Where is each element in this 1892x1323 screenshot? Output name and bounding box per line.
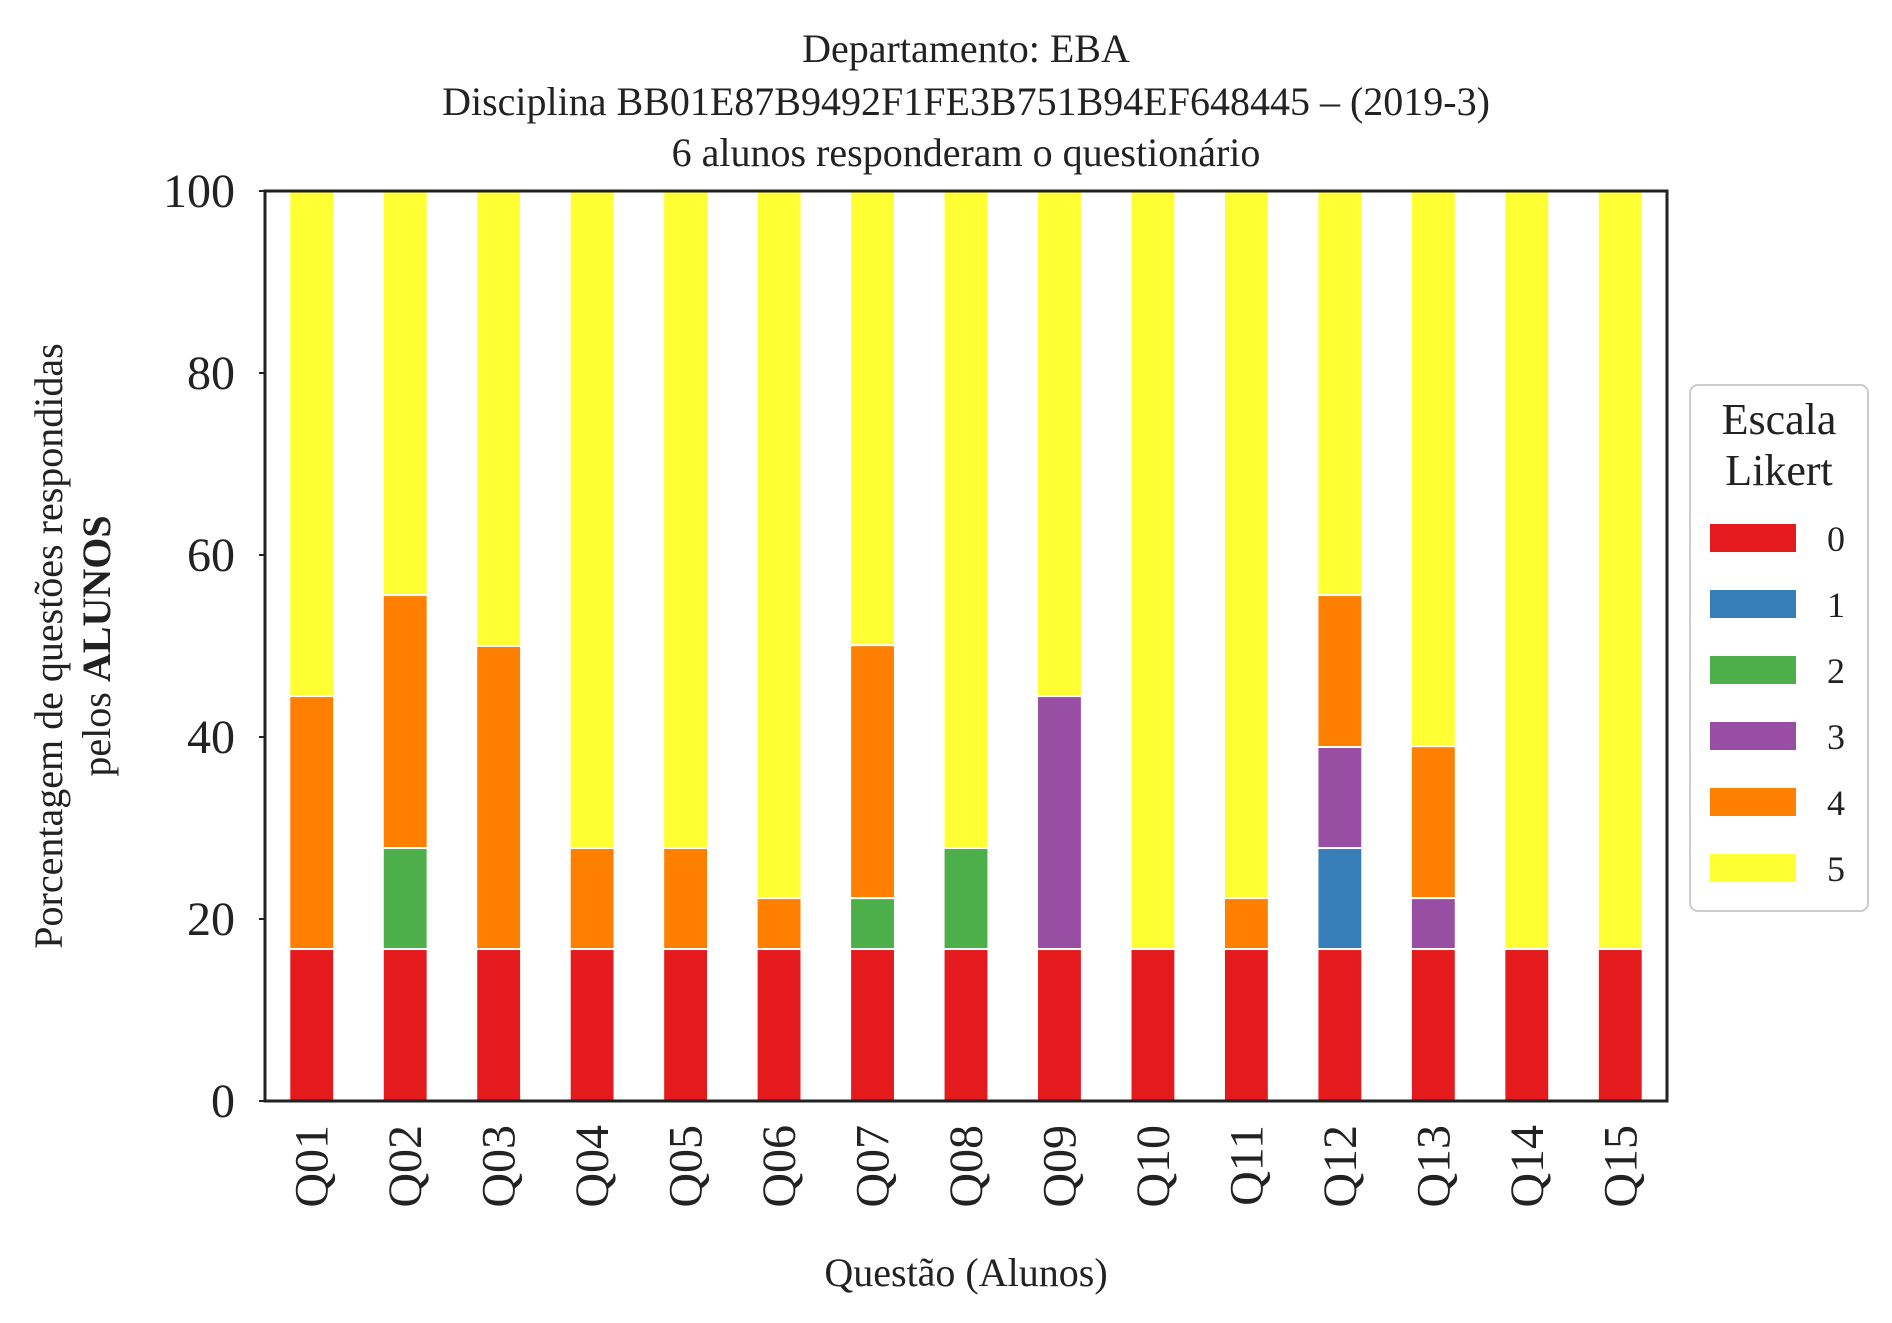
bar-q11-likert-5: [1222, 189, 1270, 900]
bar-q15-likert-0: [1596, 948, 1644, 1103]
bar-q05-likert-4: [662, 847, 710, 951]
bar-q03-likert-5: [475, 190, 523, 647]
y-tick-label: 20: [187, 893, 235, 946]
x-tick-label-q09: Q09: [1033, 1125, 1086, 1208]
bar-q02-likert-0: [381, 948, 429, 1103]
bar-q07-likert-2: [849, 897, 896, 951]
legend-label-2: 2: [1827, 651, 1845, 691]
bar-q06-likert-5: [755, 189, 803, 900]
y-tick-label: 80: [187, 347, 235, 400]
x-tick-label-q06: Q06: [753, 1125, 806, 1208]
legend-swatch-2: [1710, 656, 1796, 684]
y-tick-label: 100: [163, 165, 235, 218]
bar-q11-likert-4: [1222, 897, 1270, 951]
bar-q02-likert-2: [381, 847, 429, 951]
legend-items: 0 1 2 3 4 5: [1710, 519, 1845, 889]
legend-label-4: 4: [1827, 783, 1845, 823]
legend-title-line-1: Escala: [1722, 395, 1837, 444]
legend-swatch-5: [1710, 854, 1796, 882]
bar-q12-likert-5: [1316, 190, 1364, 597]
x-tick-label-q11: Q11: [1220, 1125, 1273, 1206]
bar-q08-likert-0: [942, 948, 990, 1103]
bar-q03-likert-0: [475, 948, 523, 1103]
legend-swatch-4: [1710, 788, 1796, 816]
bar-q14-likert-0: [1503, 948, 1551, 1103]
bar-q04-likert-0: [568, 948, 616, 1103]
bar-q04-likert-4: [568, 847, 616, 951]
legend-label-1: 1: [1827, 585, 1845, 625]
bar-q07-likert-0: [849, 948, 896, 1103]
x-axis-label: Questão (Alunos): [824, 1250, 1107, 1295]
x-tick-label-q05: Q05: [660, 1125, 713, 1208]
y-axis-label-prefix: pelos: [74, 682, 119, 776]
y-axis-label-line-2: pelos ALUNOS: [74, 515, 119, 776]
bar-q07-likert-5: [849, 189, 896, 647]
bar-q04-likert-5: [568, 190, 616, 850]
legend: Escala Likert 0 1 2 3 4 5: [1689, 384, 1869, 912]
bar-q08-likert-2: [942, 847, 990, 951]
bar-q08-likert-5: [942, 190, 990, 850]
bar-q12-likert-3: [1316, 746, 1364, 850]
bar-q05-likert-0: [662, 948, 710, 1103]
chart-title: Departamento: EBA Disciplina BB01E87B949…: [442, 26, 1490, 175]
bar-q01-likert-5: [288, 189, 336, 698]
bar-q09-likert-0: [1036, 948, 1083, 1103]
bar-q09-likert-3: [1036, 695, 1083, 951]
plot-frame: [263, 189, 1669, 1103]
legend-frame: [1689, 384, 1869, 912]
legend-title-line-2: Likert: [1725, 446, 1833, 495]
bar-q12-likert-0: [1316, 948, 1364, 1103]
x-tick-label-q14: Q14: [1501, 1125, 1554, 1208]
bar-q15-likert-5: [1596, 190, 1644, 951]
bar-q07-likert-4: [849, 644, 896, 900]
x-tick-label-q12: Q12: [1314, 1125, 1367, 1208]
bar-q01-likert-0: [288, 948, 336, 1103]
legend-swatch-0: [1710, 524, 1796, 552]
y-tick-label: 40: [187, 711, 235, 764]
bar-q12-likert-1: [1316, 847, 1364, 951]
bar-q01-likert-4: [288, 695, 336, 951]
bar-q13-likert-4: [1409, 745, 1457, 900]
bar-q05-likert-5: [662, 190, 710, 850]
legend-label-0: 0: [1827, 519, 1845, 559]
legend-swatch-3: [1710, 722, 1796, 750]
bar-q10-likert-0: [1129, 948, 1177, 1103]
bar-q12-likert-4: [1316, 594, 1364, 749]
bar-q14-likert-5: [1503, 190, 1551, 951]
bar-q06-likert-4: [755, 897, 803, 951]
title-line-3: 6 alunos responderam o questionário: [672, 130, 1261, 175]
legend-label-5: 5: [1827, 849, 1845, 889]
x-tick-labels: Q01 Q02 Q03 Q04 Q05 Q06 Q07 Q08 Q09 Q10 Q11 Q12 Q13 Q…: [286, 1125, 1648, 1208]
bar-q13-likert-3: [1409, 897, 1457, 951]
bar-q09-likert-5: [1036, 189, 1083, 698]
title-line-2: Disciplina BB01E87B9492F1FE3B751B94EF648…: [442, 79, 1490, 124]
y-tick-label: 60: [187, 529, 235, 582]
x-tick-label-q01: Q01: [286, 1125, 339, 1208]
x-tick-label-q10: Q10: [1127, 1125, 1180, 1208]
bar-q11-likert-0: [1222, 948, 1270, 1103]
title-line-1: Departamento: EBA: [802, 26, 1130, 71]
bar-q02-likert-5: [381, 190, 429, 597]
x-tick-label-q07: Q07: [847, 1125, 900, 1208]
y-axis-label-line-1: Porcentagem de questões respondidas: [26, 343, 71, 948]
bar-q06-likert-0: [755, 948, 803, 1103]
legend-label-3: 3: [1827, 717, 1845, 757]
x-tick-label-q04: Q04: [566, 1125, 619, 1208]
x-tick-label-q08: Q08: [940, 1125, 993, 1208]
y-axis-label-bold: ALUNOS: [74, 515, 119, 682]
y-tick-label: 0: [211, 1075, 235, 1128]
bar-q02-likert-4: [381, 594, 429, 850]
bar-q03-likert-4: [475, 645, 523, 951]
bar-q13-likert-5: [1409, 189, 1457, 748]
x-tick-label-q03: Q03: [473, 1125, 526, 1208]
bar-q10-likert-5: [1129, 190, 1177, 951]
y-tick-labels: 0 20 40 60 80 100: [163, 165, 265, 1128]
bars: [288, 189, 1644, 1103]
legend-swatch-1: [1710, 590, 1796, 618]
x-tick-label-q15: Q15: [1594, 1125, 1647, 1208]
x-tick-label-q02: Q02: [379, 1125, 432, 1208]
bar-q13-likert-0: [1409, 948, 1457, 1103]
x-tick-label-q13: Q13: [1407, 1125, 1460, 1208]
